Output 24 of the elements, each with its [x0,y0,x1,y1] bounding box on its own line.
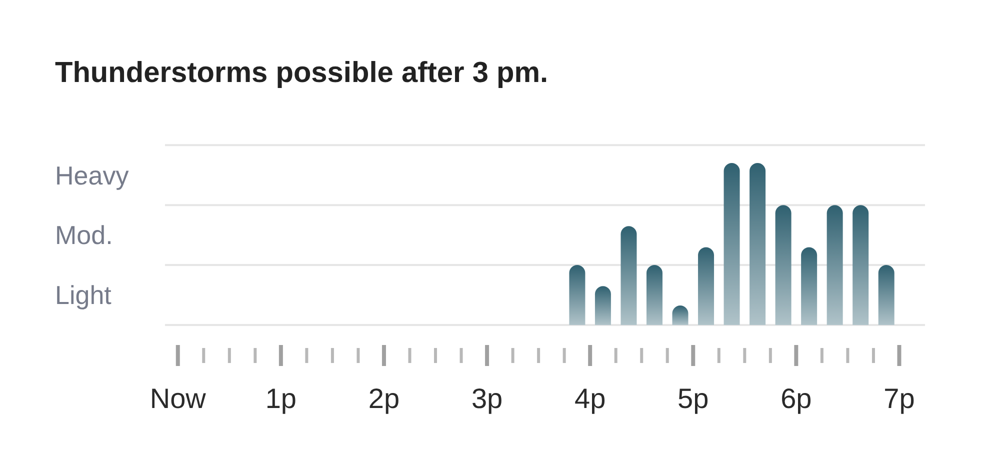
bar [646,265,662,325]
x-tick-label: 3p [471,383,503,414]
x-tick-label: Now [150,383,207,414]
bar [569,265,586,325]
x-tick-label: 5p [678,383,709,414]
x-tick-label: 1p [265,383,297,414]
x-tick-label: 7p [884,383,915,414]
bar [878,265,894,325]
x-tick-label: 4p [574,383,606,414]
x-tick-label: 2p [368,383,400,414]
text: Mod. [55,220,113,250]
bar [750,163,766,325]
chart-title: Thunderstorms possible after 3 pm. [55,57,548,89]
bar [594,286,611,325]
bar [826,205,843,325]
bar [775,205,792,325]
bar [724,163,740,325]
text: Light [55,280,112,310]
bar [620,226,637,325]
x-tick-label: 6p [780,383,812,414]
bar [698,247,714,325]
bar [801,247,818,325]
bar [852,205,869,325]
text: Heavy [55,160,129,190]
